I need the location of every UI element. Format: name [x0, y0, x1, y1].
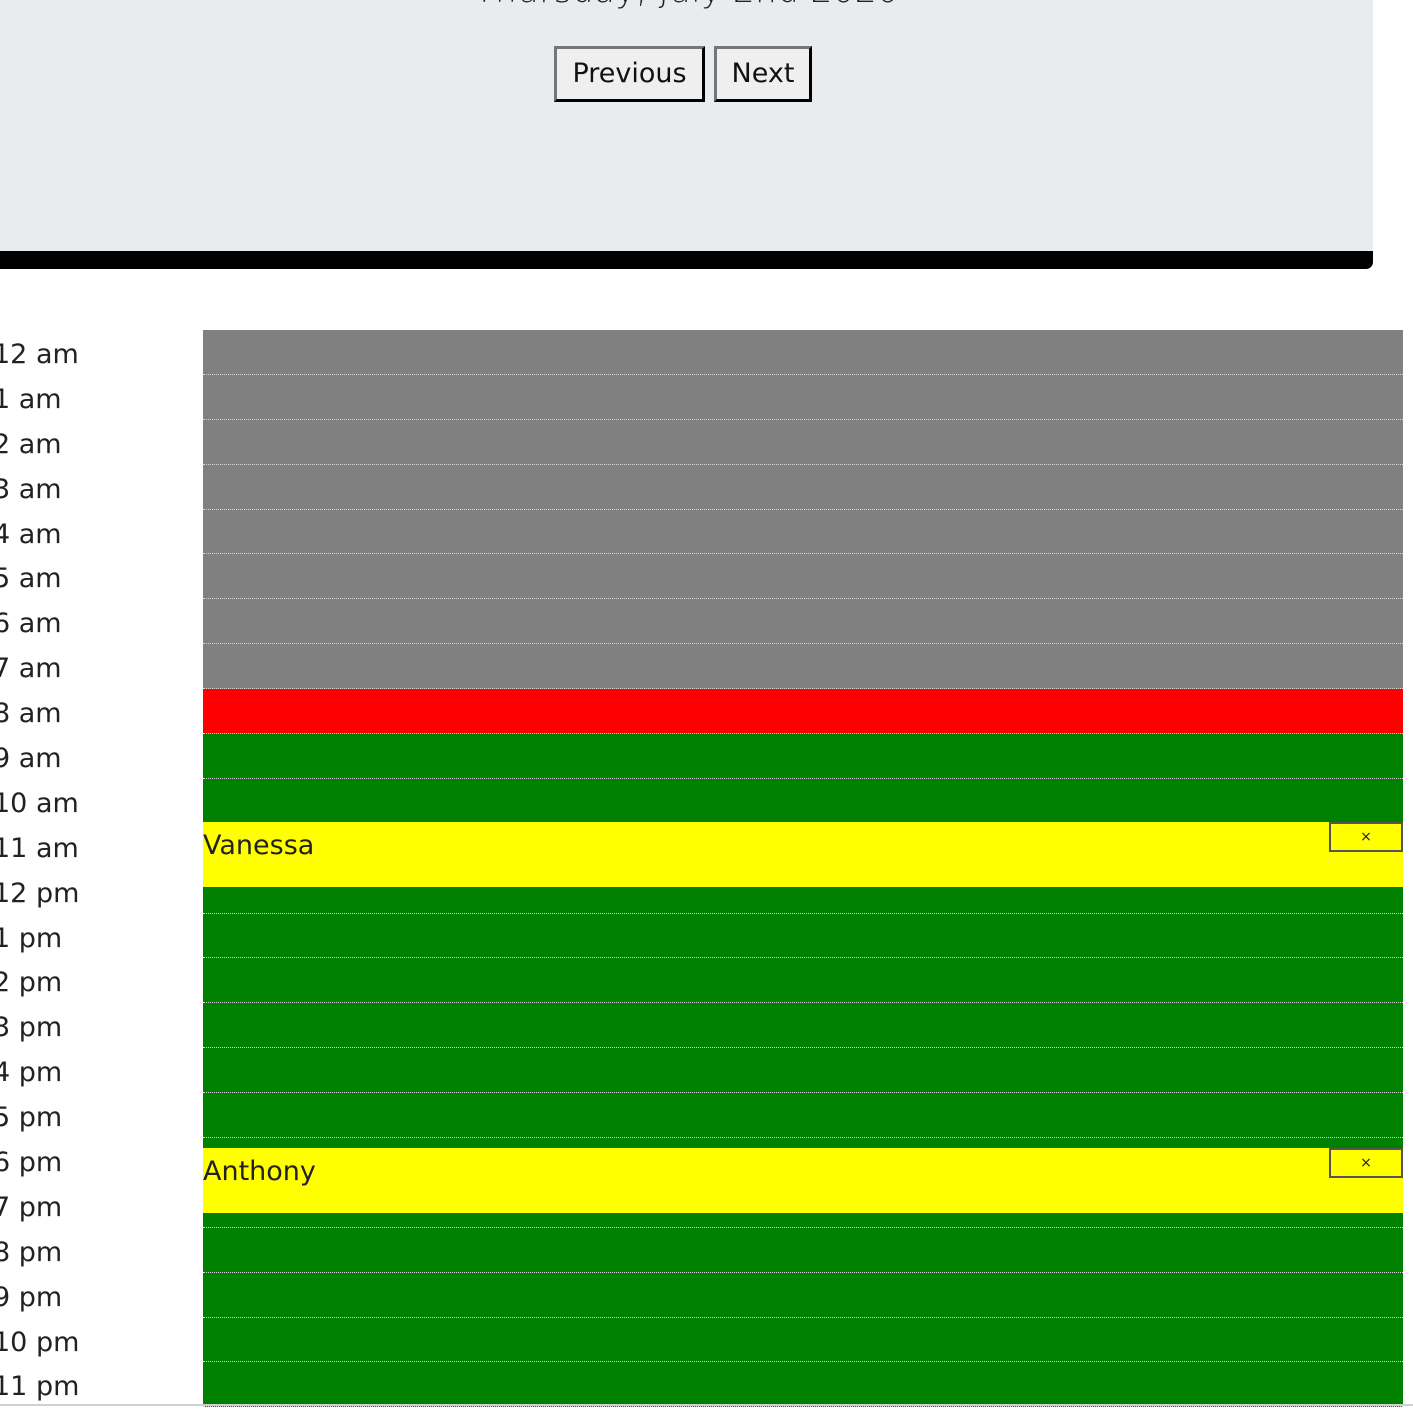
hour-label: 8 pm: [0, 1236, 63, 1268]
hour-label: 7 am: [0, 653, 62, 685]
time-slot: [203, 509, 1403, 555]
remove-booking-button[interactable]: ×: [1329, 822, 1403, 852]
hour-label: 12 pm: [0, 877, 80, 909]
time-slot[interactable]: [203, 1362, 1403, 1408]
time-slot[interactable]: [203, 1003, 1403, 1049]
hour-label: 1 pm: [0, 922, 63, 954]
time-slot: [203, 644, 1403, 690]
hour-label: 1 am: [0, 383, 62, 415]
hour-label: 5 pm: [0, 1102, 63, 1134]
time-slot: [203, 374, 1403, 420]
hour-label: 12 am: [0, 339, 79, 370]
hour-label: 9 am: [0, 743, 62, 775]
time-slot: [203, 599, 1403, 645]
hour-label: 4 am: [0, 518, 62, 550]
hour-label: 9 pm: [0, 1281, 63, 1313]
remove-booking-button[interactable]: ×: [1329, 1148, 1403, 1178]
hour-label: 3 pm: [0, 1012, 63, 1044]
hour-labels: 12 am 1 am 2 am 3 am 4 am 5 am 6 am 7 am 8 am 9 a…: [0, 330, 193, 1407]
booking-name: Anthony: [203, 1156, 316, 1187]
hour-label: 7 pm: [0, 1191, 63, 1223]
time-slot: [203, 419, 1403, 465]
time-slot: [203, 330, 1403, 375]
time-slot[interactable]: [203, 1317, 1403, 1363]
hour-label: 8 am: [0, 698, 62, 730]
hour-label: 10 pm: [0, 1326, 80, 1358]
time-slot: [203, 689, 1403, 735]
time-slot: [203, 464, 1403, 510]
hour-label: 5 am: [0, 563, 62, 595]
time-slot[interactable]: [203, 1272, 1403, 1318]
hour-label: 11 am: [0, 832, 79, 864]
next-button[interactable]: Next: [714, 46, 812, 102]
nav-buttons: Previous Next: [554, 46, 812, 102]
header-border: [0, 251, 1373, 269]
hour-label: 11 pm: [0, 1371, 80, 1403]
hour-label: 2 pm: [0, 967, 63, 999]
time-slot[interactable]: [203, 1227, 1403, 1273]
header-jumbotron: Thursday, July 2nd 2020 Previous Next: [0, 0, 1373, 252]
hour-label: 6 pm: [0, 1147, 63, 1179]
hour-label: 4 pm: [0, 1057, 63, 1089]
time-slot[interactable]: [203, 913, 1403, 959]
hour-label: 2 am: [0, 428, 62, 460]
date-title: Thursday, July 2nd 2020: [0, 0, 1373, 8]
time-slot[interactable]: [203, 778, 1403, 824]
booking-vanessa[interactable]: Vanessa ×: [203, 822, 1403, 887]
booking-anthony[interactable]: Anthony ×: [203, 1148, 1403, 1213]
time-slot[interactable]: [203, 1048, 1403, 1094]
hour-label: 10 am: [0, 787, 79, 819]
previous-button[interactable]: Previous: [554, 46, 705, 102]
time-slot[interactable]: [203, 734, 1403, 779]
divider: [0, 1404, 1413, 1406]
time-slot[interactable]: [203, 958, 1403, 1004]
time-slot: [203, 554, 1403, 600]
hour-label: 6 am: [0, 608, 62, 640]
hour-label: 3 am: [0, 473, 62, 505]
booking-name: Vanessa: [203, 830, 315, 861]
time-slot[interactable]: [203, 1093, 1403, 1139]
